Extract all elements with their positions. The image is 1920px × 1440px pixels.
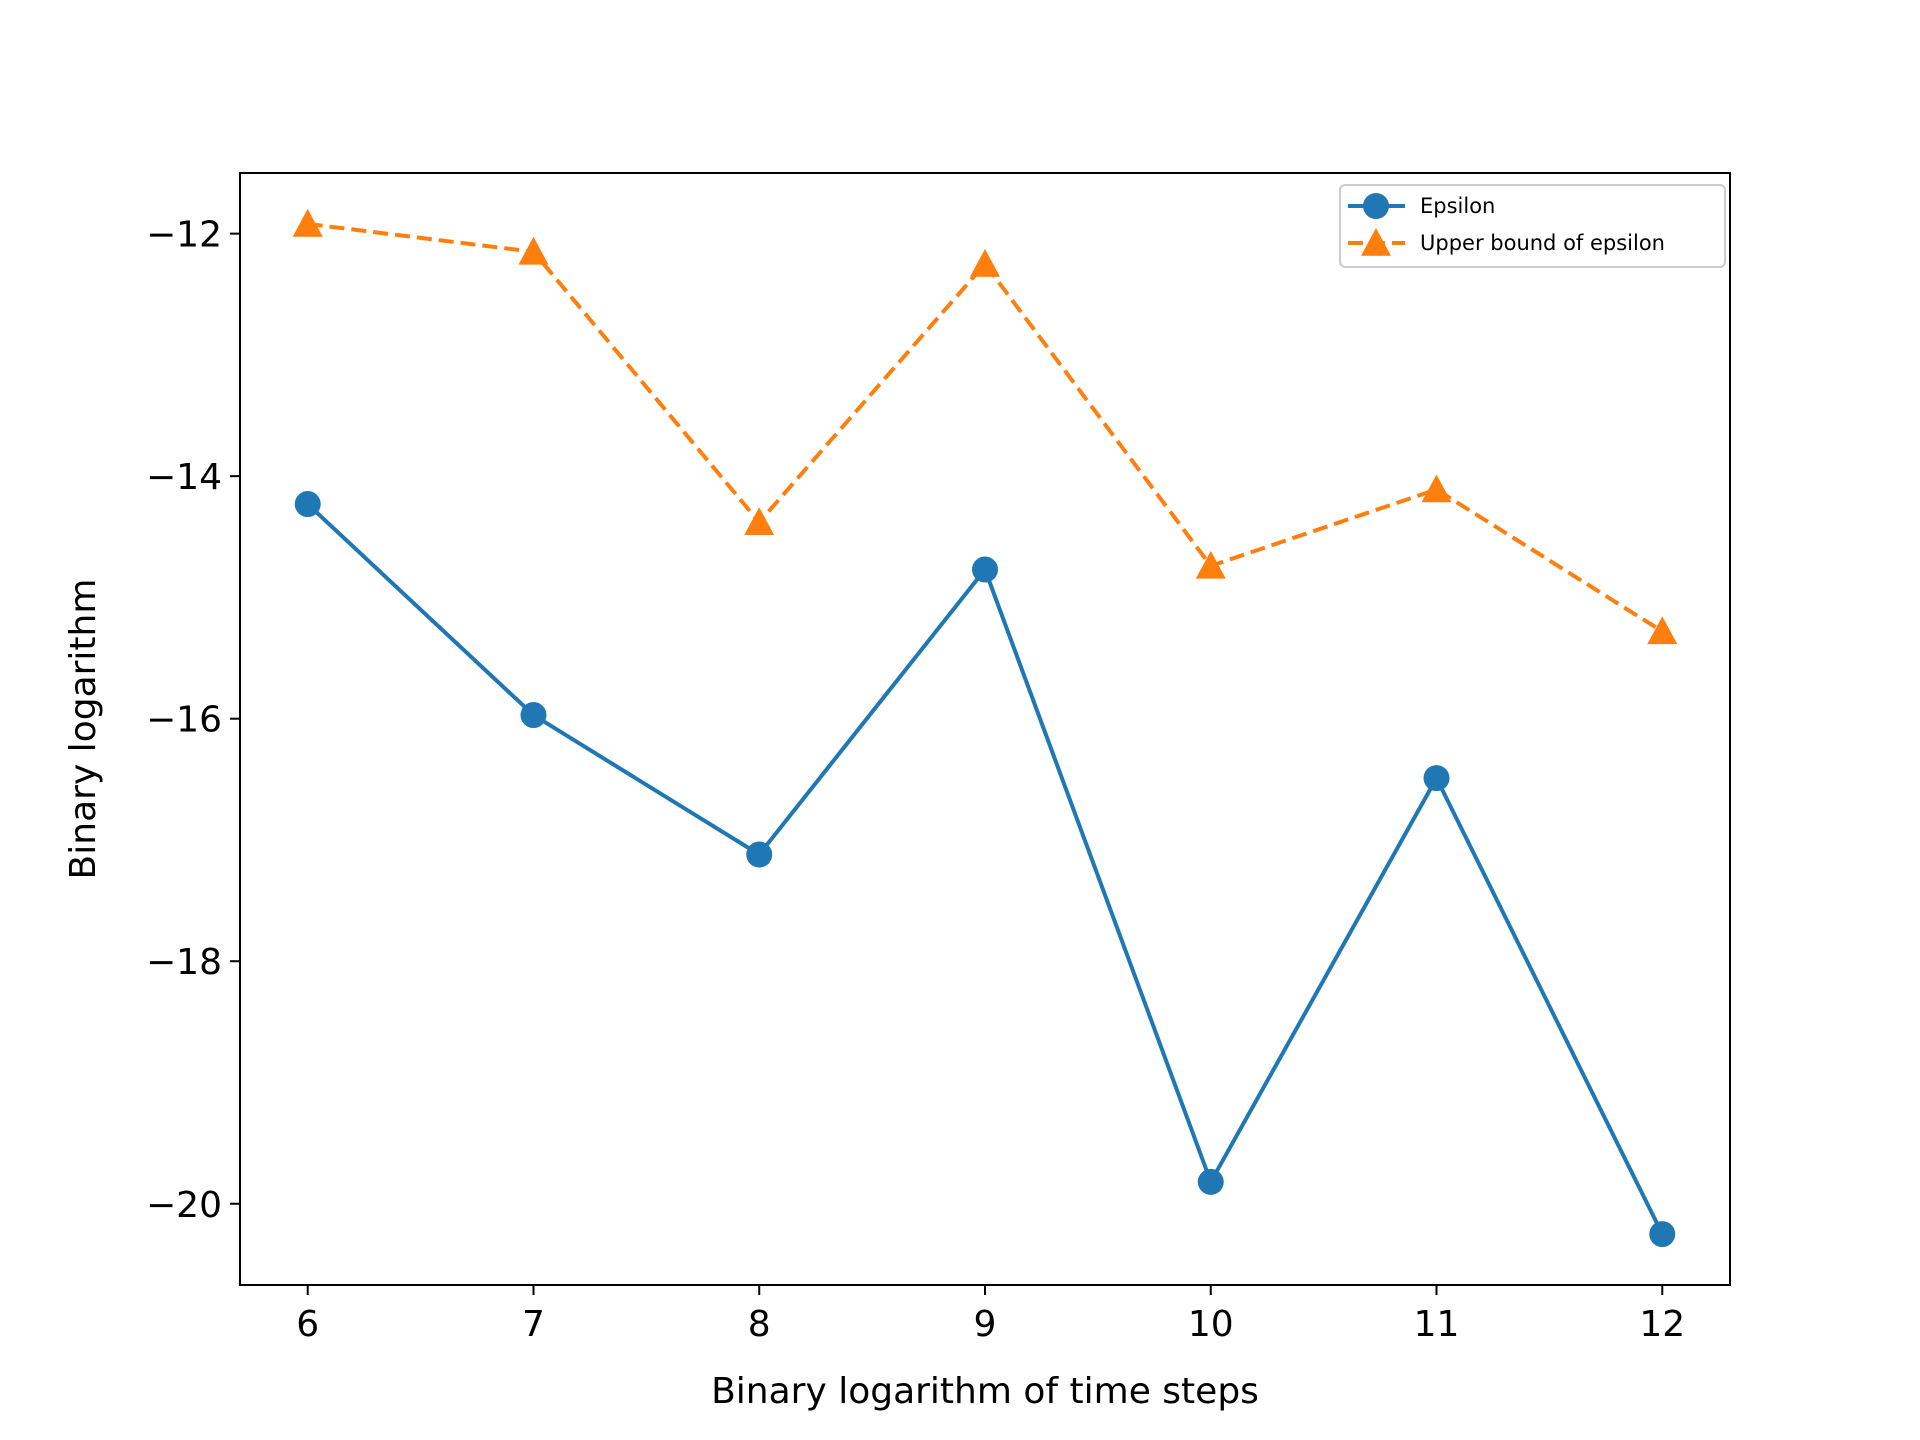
legend-box: [1339, 184, 1726, 268]
data-point: [292, 208, 323, 237]
data-point: [1421, 474, 1452, 503]
legend-label: Epsilon: [1420, 194, 1495, 218]
legend: Epsilon Upper bound of epsilon: [1339, 184, 1726, 268]
legend-label: Upper bound of epsilon: [1420, 231, 1665, 255]
data-point: [1647, 616, 1678, 645]
legend-marker: [1361, 228, 1391, 256]
legend-marker: [1363, 193, 1389, 219]
series-1: [294, 491, 1676, 1248]
x-tick-label: 6: [296, 1304, 319, 1345]
y-axis: −20 −18 −16 −14 −12: [146, 215, 240, 1226]
data-point: [520, 702, 547, 729]
data-point: [970, 248, 1000, 277]
legend-item: Epsilon: [1348, 193, 1495, 219]
y-tick-label: −20: [146, 1185, 222, 1226]
y-axis-label: Binary logarithm: [63, 579, 104, 880]
data-point: [1195, 550, 1226, 579]
x-tick-label: 8: [748, 1304, 771, 1345]
x-tick-label: 12: [1639, 1304, 1685, 1345]
series-layer: [292, 208, 1678, 1248]
y-tick-label: −16: [146, 700, 222, 741]
y-tick-label: −12: [146, 215, 222, 256]
series-2: [292, 208, 1678, 645]
data-point: [1197, 1168, 1224, 1195]
y-tick-label: −18: [146, 942, 222, 983]
data-point: [744, 507, 775, 535]
data-point: [972, 556, 998, 583]
x-tick-label: 9: [974, 1304, 997, 1345]
x-tick-label: 10: [1188, 1304, 1234, 1345]
x-tick-label: 11: [1414, 1304, 1460, 1345]
data-point: [518, 236, 549, 265]
x-axis-label: Binary logarithm of time steps: [711, 1371, 1259, 1412]
data-point: [746, 841, 773, 868]
x-tick-label: 7: [522, 1304, 545, 1345]
x-axis: 6 7 8 9 10 11 12: [296, 1285, 1685, 1345]
data-point: [1649, 1221, 1676, 1248]
y-tick-label: −14: [146, 457, 222, 498]
legend-item: Upper bound of epsilon: [1348, 228, 1665, 256]
data-point: [1423, 765, 1450, 792]
data-point: [294, 491, 321, 518]
